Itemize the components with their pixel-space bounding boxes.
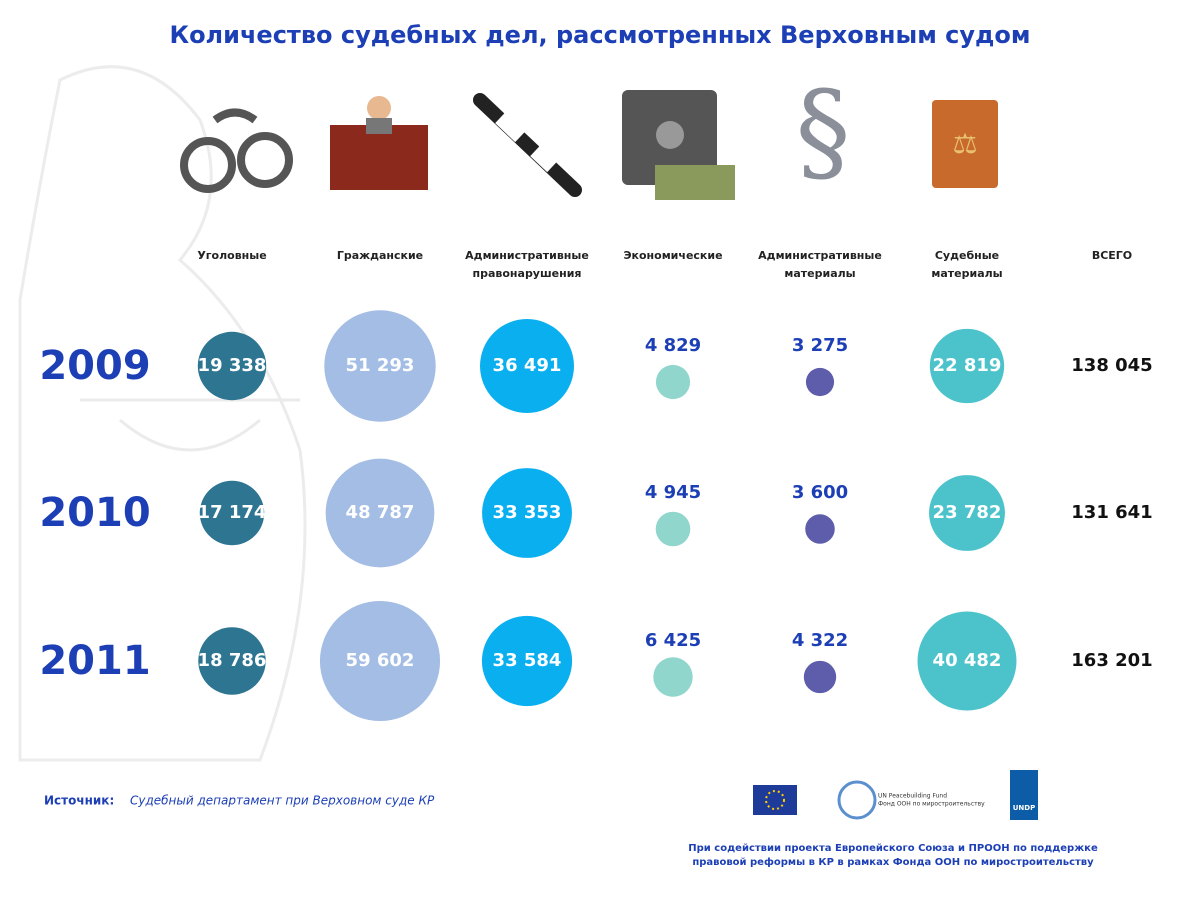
category-label: Судебные материалы — [931, 249, 1002, 280]
value-label: 19 338 — [198, 355, 267, 376]
bubble — [198, 627, 266, 695]
year-label: 2011 — [39, 638, 150, 684]
bubble — [480, 319, 574, 413]
logo-text: UNDP — [1013, 804, 1035, 812]
year-label: 2009 — [39, 343, 150, 389]
category-label: Экономические — [623, 249, 722, 262]
value-label: 18 786 — [198, 650, 267, 671]
title: Количество судебных дел, рассмотренных В… — [169, 21, 1030, 49]
value-label: 22 819 — [933, 355, 1002, 376]
bubble — [319, 600, 441, 722]
total-label: 163 201 — [1071, 650, 1152, 671]
value-label: 48 787 — [346, 502, 415, 523]
source-label: Источник: — [44, 794, 114, 808]
credit: правовой реформы в КР в рамках Фонда ООН… — [692, 856, 1094, 868]
value-label: 23 782 — [933, 502, 1002, 523]
bubble — [481, 615, 573, 707]
bubble — [805, 367, 835, 397]
source-text: Судебный департамент при Верховном суде … — [130, 794, 435, 808]
bubble — [199, 480, 265, 546]
category-label: Административные правонарушения — [465, 249, 589, 280]
value-label: 4 322 — [792, 630, 848, 651]
bubble — [325, 458, 435, 568]
svg-text:⚖: ⚖ — [952, 127, 977, 160]
chart: Уголовные Гражданские Административные прав… — [39, 249, 1153, 722]
bubble — [324, 310, 436, 422]
bubble — [655, 364, 691, 400]
year-label: 2010 — [39, 490, 150, 536]
category-label: Гражданские — [337, 249, 423, 262]
category-label: Административные материалы — [758, 249, 882, 280]
bubble — [653, 657, 693, 697]
logos: UN Peacebuilding Fund Фонд ООН по мирост… — [753, 770, 1038, 820]
value-label: 33 353 — [493, 502, 562, 523]
value-label: 36 491 — [493, 355, 562, 376]
value-label: 33 584 — [493, 650, 562, 671]
value-label: 4 829 — [645, 335, 701, 356]
logo-text: UN Peacebuilding Fund — [878, 793, 947, 800]
logo-text: Фонд ООН по миростроительству — [878, 801, 985, 808]
value-label: 59 602 — [346, 650, 415, 671]
value-label: 40 482 — [933, 650, 1002, 671]
bubble — [917, 611, 1017, 711]
svg-text:§: § — [796, 67, 851, 195]
bubble — [805, 514, 835, 544]
icons: § ⚖ — [180, 67, 998, 200]
value-label: 3 275 — [792, 335, 848, 356]
value-label: 4 945 — [645, 482, 701, 503]
value-label: 17 174 — [198, 502, 267, 523]
bubble — [482, 468, 572, 558]
bubble — [197, 331, 267, 401]
category-label: Уголовные — [197, 249, 266, 262]
bubble — [929, 475, 1005, 551]
total-label: 131 641 — [1071, 502, 1152, 523]
total-label: 138 045 — [1071, 355, 1152, 376]
total-header: ВСЕГО — [1092, 249, 1132, 262]
value-label: 3 600 — [792, 482, 848, 503]
value-label: 6 425 — [645, 630, 701, 651]
bubble — [655, 511, 691, 547]
bubble — [929, 328, 1005, 404]
background-figure — [18, 65, 307, 762]
bubble — [803, 660, 837, 694]
credit: При содействии проекта Европейского Союз… — [688, 843, 1098, 854]
value-label: 51 293 — [346, 355, 415, 376]
